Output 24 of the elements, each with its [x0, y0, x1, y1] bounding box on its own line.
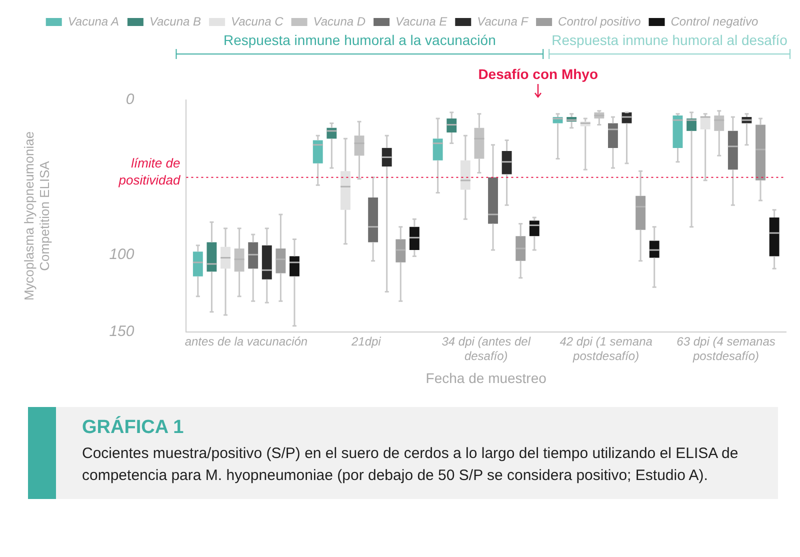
x-tick-label: 21dpi	[350, 334, 382, 349]
legend-label: Vacuna A	[68, 14, 120, 28]
y-tick-label: 0	[126, 91, 135, 108]
legend-label: Vacuna B	[149, 14, 202, 28]
x-tick-label: 63 dpi (4 semanas postdesafío)	[676, 334, 776, 363]
y-tick-label: 100	[109, 246, 135, 263]
x-tick-label: antes de la vacunación	[184, 334, 308, 349]
legend-label: Control positivo	[558, 14, 642, 28]
x-tick-label: 34 dpi (antes del desafío)	[442, 334, 531, 363]
legend-label: Vacuna F	[477, 14, 529, 28]
y-tick-label: 150	[109, 323, 135, 340]
ref-line-label: límite de positividad	[118, 155, 181, 188]
x-axis-title: Fecha de muestreo	[426, 370, 547, 386]
legend-label: Vacuna C	[231, 14, 284, 28]
text: Respuesta inmune humoral al desafío	[552, 32, 788, 48]
text: Desafío con Mhyo	[478, 66, 598, 82]
text: Respuesta inmune humoral a la vacunación	[223, 32, 496, 48]
y-axis-title: Mycoplasma hyopneumoniae Competition ELISA	[21, 131, 52, 301]
x-tick-label: 42 dpi (1 semana postdesafío)	[560, 334, 653, 363]
legend-label: Vacuna D	[313, 14, 366, 28]
legend-label: Control negativo	[670, 14, 758, 28]
text: Cocientes muestra/positivo (S/P) en el suero de cerdos a lo largo del tiempo utilizando el ELISA de competencia para M. hyopneumoniae (por debajo de 50 S/P se considera positivo; Estudio A).	[82, 444, 740, 486]
text: GRÁFICA 1	[82, 417, 185, 439]
legend-label: Vacuna E	[396, 14, 448, 28]
